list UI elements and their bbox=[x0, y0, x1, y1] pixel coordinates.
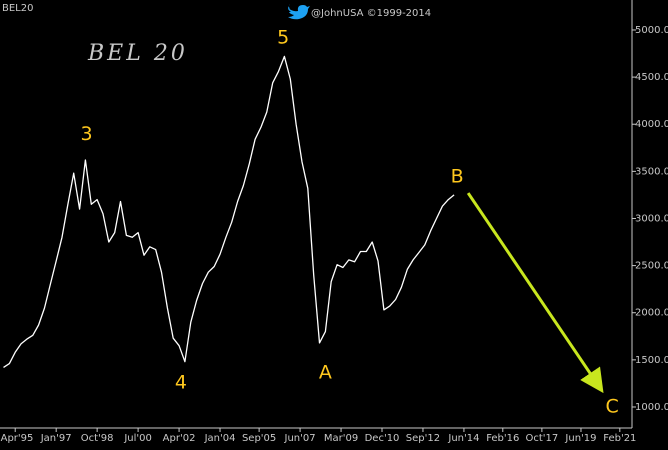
y-tick-label: 4000.00 bbox=[635, 119, 668, 130]
wave-label: 3 bbox=[81, 123, 93, 145]
x-tick-label: Apr'95 bbox=[1, 433, 34, 444]
wave-label: B bbox=[451, 166, 464, 188]
x-tick-label: Dec'10 bbox=[365, 433, 400, 444]
y-tick-label: 1000.00 bbox=[635, 402, 668, 413]
wave-label: C bbox=[605, 395, 618, 417]
x-tick-label: Sep'05 bbox=[242, 433, 276, 444]
y-tick-label: 1500.00 bbox=[635, 355, 668, 366]
x-tick-label: Feb'21 bbox=[603, 433, 636, 444]
x-tick-label: Jan'97 bbox=[40, 433, 72, 444]
x-tick-label: Jun'07 bbox=[284, 433, 316, 444]
y-tick-label: 3500.00 bbox=[635, 166, 668, 177]
x-tick-label: Jun'19 bbox=[564, 433, 596, 444]
wave-label: 4 bbox=[175, 371, 187, 393]
twitter-icon bbox=[288, 4, 310, 20]
price-line bbox=[3, 55, 455, 368]
y-tick-label: 2500.00 bbox=[635, 261, 668, 272]
x-tick-label: Jan'04 bbox=[204, 433, 236, 444]
y-tick-label: 4500.00 bbox=[635, 72, 668, 83]
projection-arrow bbox=[466, 192, 604, 394]
wave-label: A bbox=[319, 362, 332, 384]
x-tick-label: Jun'14 bbox=[447, 433, 479, 444]
chart-label: BEL 20 bbox=[87, 41, 188, 66]
y-tick-label: 3000.00 bbox=[635, 213, 668, 224]
y-tick-label: 2000.00 bbox=[635, 308, 668, 319]
x-tick-label: Feb'16 bbox=[486, 433, 519, 444]
wave-label: 5 bbox=[277, 26, 289, 48]
chart-title: BEL20 bbox=[2, 3, 33, 14]
x-tick-label: Jul'00 bbox=[123, 433, 152, 444]
x-tick-label: Oct'17 bbox=[525, 433, 558, 444]
chart-subtitle: @JohnUSA ©1999-2014 bbox=[311, 8, 431, 19]
x-tick-label: Oct'98 bbox=[81, 433, 114, 444]
x-tick-label: Sep'12 bbox=[406, 433, 440, 444]
y-tick-label: 5000.00 bbox=[635, 25, 668, 36]
x-tick-label: Apr'02 bbox=[163, 433, 196, 444]
x-tick-label: Mar'09 bbox=[324, 433, 358, 444]
